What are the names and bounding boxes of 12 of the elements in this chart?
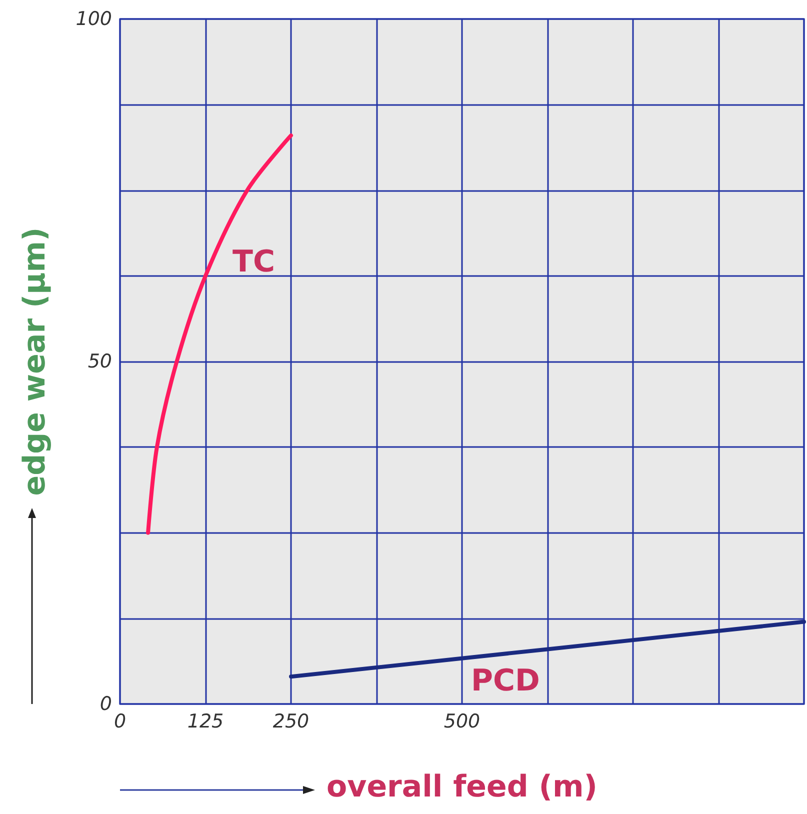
x-tick-label: 250 — [272, 710, 310, 732]
x-axis-title: overall feed (m) — [326, 770, 598, 804]
y-tick-label: 0 — [100, 693, 112, 715]
x-tick-label: 125 — [187, 710, 224, 732]
line-series — [146, 133, 293, 535]
y-tick-label: 100 — [76, 8, 112, 30]
x-tick-label: 500 — [444, 710, 480, 732]
series-label: PCD — [471, 664, 540, 699]
x-tick-label: 0 — [114, 710, 126, 732]
y-axis-title: edge wear (µm) — [18, 227, 52, 496]
series-label: TC — [232, 244, 275, 280]
y-tick-label: 50 — [88, 350, 112, 372]
